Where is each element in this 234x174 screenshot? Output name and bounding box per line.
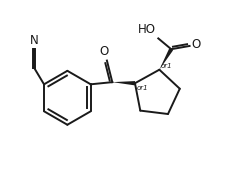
Polygon shape [112,81,135,85]
Text: or1: or1 [161,63,173,69]
Text: O: O [100,45,109,58]
Polygon shape [159,48,173,70]
Text: or1: or1 [137,85,148,91]
Text: O: O [192,38,201,51]
Text: N: N [30,34,39,47]
Text: HO: HO [138,23,156,36]
